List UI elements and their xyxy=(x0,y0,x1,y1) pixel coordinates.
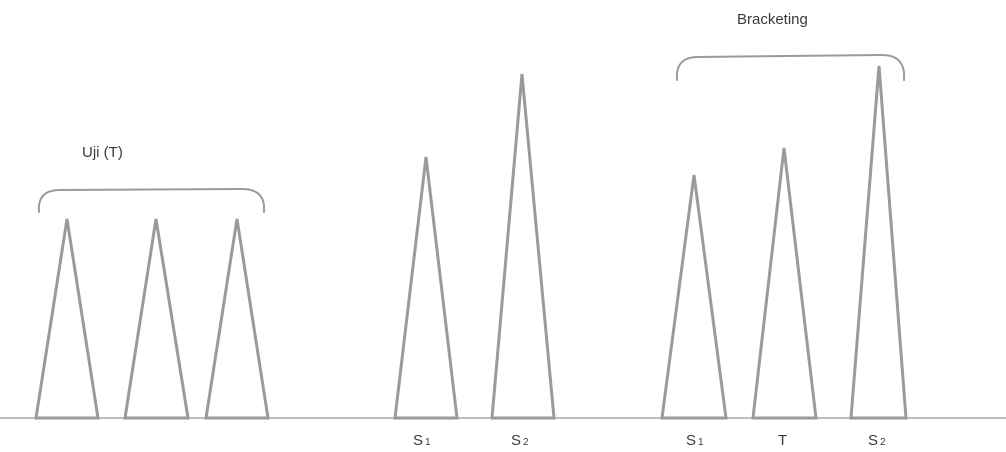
test-peak-2 xyxy=(123,218,190,420)
bracketing-peak-s1 xyxy=(660,174,728,420)
bracketing-peak-s2 xyxy=(849,65,908,420)
test-group-bracket xyxy=(37,187,266,213)
bracketing-group-label: Bracketing xyxy=(737,11,808,28)
test-peak-3 xyxy=(204,218,270,420)
bracketing-peak-t xyxy=(751,147,818,420)
bracketing-peak-t-label: T xyxy=(778,432,787,449)
standard-peak-s2 xyxy=(490,73,556,420)
test-group-label: Uji (T) xyxy=(82,144,123,161)
test-peak-1 xyxy=(34,218,100,420)
standard-peak-s1 xyxy=(393,156,459,420)
bracketing-group-bracket xyxy=(675,53,906,81)
